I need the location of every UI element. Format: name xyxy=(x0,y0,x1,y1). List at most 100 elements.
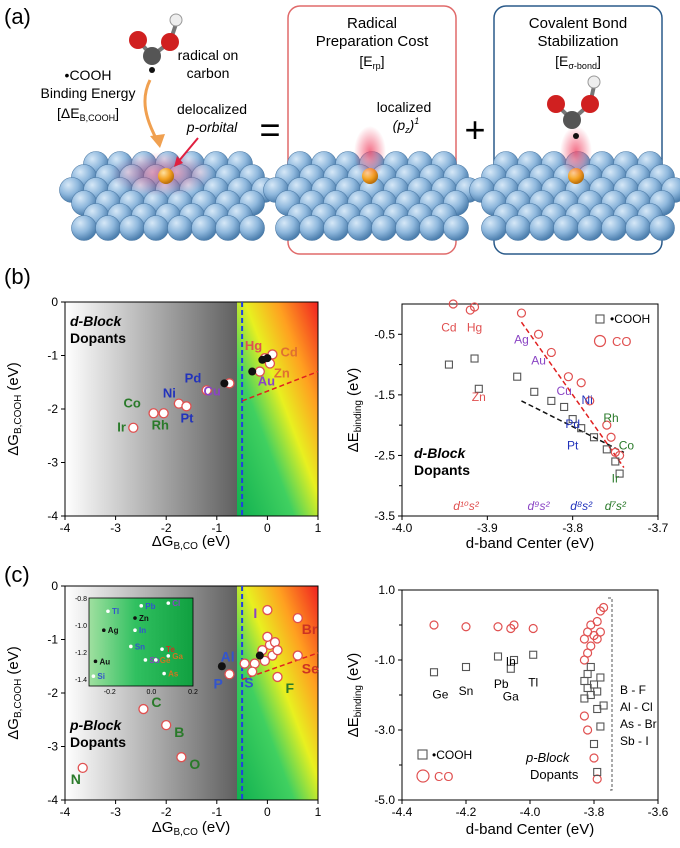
electron-config-label: d¹⁰s² xyxy=(453,499,479,513)
legend-cooh-marker xyxy=(595,314,605,324)
element-label: Ag xyxy=(514,332,529,346)
element-label: Zn xyxy=(472,390,486,404)
point-label: Au xyxy=(258,374,275,389)
binding-energy-line1: •COOH xyxy=(65,67,112,83)
inset-point xyxy=(106,609,110,614)
x-tick-label: -4.2 xyxy=(456,805,477,819)
x-tick-label: -4.0 xyxy=(520,805,541,819)
x-tick-label: -3.8 xyxy=(562,521,583,535)
cooh-point xyxy=(513,372,522,381)
cooh-point xyxy=(593,767,602,777)
cooh-point xyxy=(493,652,503,661)
surface-atom xyxy=(347,215,373,241)
co-point xyxy=(516,308,527,318)
x-tick-label: -3.9 xyxy=(477,521,498,535)
data-point xyxy=(158,408,169,419)
black-point xyxy=(248,367,257,376)
inset-point xyxy=(160,647,164,651)
bl-block-title2: Dopants xyxy=(70,330,126,346)
inset-label: As xyxy=(168,670,179,679)
pair-label: B - F xyxy=(620,683,646,697)
cooh-point xyxy=(509,655,519,665)
x-tick-label: -4.0 xyxy=(392,521,413,535)
electron-config-label: d⁸s² xyxy=(570,499,593,513)
cooh-point xyxy=(444,360,453,369)
black-point xyxy=(263,354,272,363)
element-label: Cd xyxy=(441,320,456,334)
legend-cooh-label: •COOH xyxy=(432,748,472,762)
point-label: S xyxy=(244,675,253,691)
surface-atom xyxy=(371,215,397,241)
inset-point xyxy=(166,601,171,605)
cooh-point xyxy=(593,704,602,714)
red-arrow-head xyxy=(174,156,183,167)
co-point xyxy=(429,620,439,630)
surface-atom xyxy=(215,215,241,241)
inset-label: Sn xyxy=(135,642,145,651)
bl-ylabel: ΔGB,COOH(eV) xyxy=(5,362,24,455)
y-tick-label: -2.5 xyxy=(374,448,395,462)
data-point xyxy=(262,631,273,642)
x-tick-label: 0 xyxy=(264,521,271,535)
dopant-atom xyxy=(158,168,174,184)
localized-orbital-glow xyxy=(560,126,592,178)
element-label: Rh xyxy=(603,411,618,425)
cl-ylabel: ΔGB,COOH(eV) xyxy=(5,646,24,739)
point-label: Al xyxy=(221,649,235,665)
chart-c-left: -4 -3 -2 -1 0 1 0 -1 -2 -3 -4 N CBO P Al S I F Br Se -0.2 0… xyxy=(5,579,322,838)
data-point xyxy=(77,762,88,774)
localized-formula: (pz)1 xyxy=(393,116,420,135)
cr-marks: Ge Sn Pb In Ga Tl B - F Al - Cl As - Br Sb - I •CO… xyxy=(399,597,657,791)
cooh-point xyxy=(506,664,515,673)
inset-point xyxy=(93,659,98,664)
cr-block-title2: Dopants xyxy=(530,767,579,782)
element-label: Co xyxy=(619,438,635,452)
box1-title-line1: Radical xyxy=(347,15,397,32)
cooh-molecule-left xyxy=(129,13,183,73)
point-label: Ni xyxy=(163,386,176,401)
co-point xyxy=(528,623,538,634)
data-point xyxy=(176,752,187,763)
localized-orbital-glow xyxy=(354,126,386,178)
cl-inset: -0.2 0.0 0.2 -0.8 -1.0 -1.2 -1.4 Tl Pb Cl Zn Ag In Sn… xyxy=(75,596,198,696)
inset-point xyxy=(102,628,106,632)
data-point xyxy=(201,385,212,396)
inset-label: Te xyxy=(166,645,175,654)
cooh-point xyxy=(470,354,479,363)
inset-label: Au xyxy=(99,657,110,666)
black-point xyxy=(217,662,226,671)
surface-atom xyxy=(299,215,325,241)
inset-label: Ga xyxy=(172,652,183,661)
surface-atom xyxy=(505,215,531,241)
cooh-point xyxy=(429,668,439,677)
inset-label: Tl xyxy=(112,607,119,616)
data-point xyxy=(272,645,283,656)
y-tick-label: -2 xyxy=(47,402,58,416)
x-tick-label: -4 xyxy=(60,805,71,819)
inset-label: Si xyxy=(97,672,105,681)
co-point xyxy=(586,641,596,651)
x-tick-label: 1 xyxy=(315,521,322,535)
cooh-point xyxy=(602,445,611,454)
co-point xyxy=(595,627,606,637)
electron-config-label: d⁹s² xyxy=(528,499,551,513)
surface-slab-left xyxy=(59,151,277,241)
y-tick-label: -1.0 xyxy=(374,653,395,667)
surface-atom xyxy=(481,215,507,241)
legend-co-marker xyxy=(593,334,607,348)
inset-point xyxy=(162,671,166,676)
cr-xlabel: d-band Center (eV) xyxy=(466,821,594,838)
element-label: Ni xyxy=(582,393,593,407)
co-point xyxy=(533,329,544,339)
delocalized-label: delocalized xyxy=(177,101,247,117)
surface-atom xyxy=(143,215,169,241)
cooh-point xyxy=(589,739,599,749)
orange-arrow xyxy=(143,79,160,143)
surface-atom xyxy=(601,215,627,241)
data-point xyxy=(148,408,159,419)
point-label: Rh xyxy=(152,417,169,432)
inset-y-tick: -1.0 xyxy=(75,623,87,630)
y-tick-label: -0.5 xyxy=(374,327,395,341)
inset-y-tick: -1.2 xyxy=(75,650,87,657)
